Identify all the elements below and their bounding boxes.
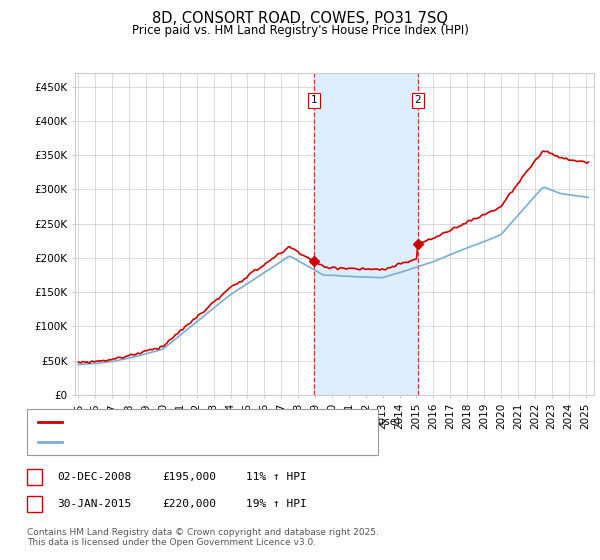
Text: 11% ↑ HPI: 11% ↑ HPI bbox=[246, 472, 307, 482]
Bar bbox=[314, 73, 418, 395]
Text: 30-JAN-2015: 30-JAN-2015 bbox=[57, 499, 131, 509]
Text: £220,000: £220,000 bbox=[162, 499, 216, 509]
Text: 8D, CONSORT ROAD, COWES, PO31 7SQ: 8D, CONSORT ROAD, COWES, PO31 7SQ bbox=[152, 11, 448, 26]
Text: 8D, CONSORT ROAD, COWES, PO31 7SQ (semi-detached house): 8D, CONSORT ROAD, COWES, PO31 7SQ (semi-… bbox=[66, 417, 400, 427]
Text: 02-DEC-2008: 02-DEC-2008 bbox=[57, 472, 131, 482]
Text: 19% ↑ HPI: 19% ↑ HPI bbox=[246, 499, 307, 509]
Text: Contains HM Land Registry data © Crown copyright and database right 2025.
This d: Contains HM Land Registry data © Crown c… bbox=[27, 528, 379, 547]
Text: 2: 2 bbox=[31, 499, 38, 509]
Text: £195,000: £195,000 bbox=[162, 472, 216, 482]
Text: 2: 2 bbox=[415, 95, 421, 105]
Text: HPI: Average price, semi-detached house, Isle of Wight: HPI: Average price, semi-detached house,… bbox=[66, 437, 353, 447]
Text: 1: 1 bbox=[31, 472, 38, 482]
Text: Price paid vs. HM Land Registry's House Price Index (HPI): Price paid vs. HM Land Registry's House … bbox=[131, 24, 469, 36]
Text: 1: 1 bbox=[310, 95, 317, 105]
